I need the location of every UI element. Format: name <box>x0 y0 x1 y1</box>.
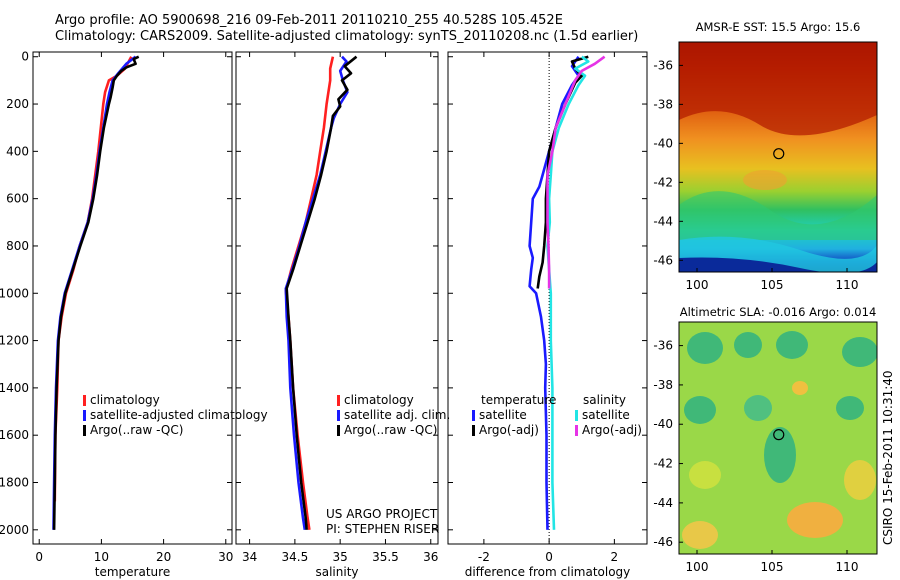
legend-heading-temperature: temperature <box>481 393 556 407</box>
y-tick-label: 800 <box>6 239 29 253</box>
y-tick-label: -40 <box>653 417 673 431</box>
plot-frame <box>235 51 439 545</box>
legend-entry: Argo(..raw -QC) <box>344 423 437 437</box>
plot-frame <box>447 51 648 545</box>
header-line-2: Climatology: CARS2009. Satellite-adjuste… <box>55 29 639 44</box>
y-tick-label: -42 <box>653 457 673 471</box>
y-tick-label: 600 <box>6 192 29 206</box>
sla-map-image <box>679 322 877 554</box>
credit-label: CSIRO 15-Feb-2011 10:31:40 <box>881 370 895 545</box>
x-axis-label: difference from climatology <box>465 565 631 579</box>
legend-entry-swatch <box>83 395 86 406</box>
y-tick-label: 1800 <box>0 476 29 490</box>
legend-entry: climatology <box>344 393 414 407</box>
x-tick-label: 36 <box>423 550 438 564</box>
x-tick-label: 110 <box>836 278 859 292</box>
y-tick-label: -38 <box>653 97 673 111</box>
y-tick-label: -38 <box>653 378 673 392</box>
y-tick-label: -40 <box>653 136 673 150</box>
y-tick-label: 2000 <box>0 523 29 537</box>
pi-annotation: PI: STEPHEN RISER <box>326 522 439 536</box>
y-tick-label: 1400 <box>0 381 29 395</box>
legend-entry: satellite adj. clim. <box>344 408 450 422</box>
y-tick-label: -44 <box>653 214 673 228</box>
y-tick-label: -46 <box>653 253 673 267</box>
x-tick-label: 0 <box>545 550 553 564</box>
series-line-temperature-argo-adj- <box>536 55 589 289</box>
y-tick-label: -42 <box>653 175 673 189</box>
x-tick-label: 10 <box>94 550 109 564</box>
x-tick-label: 105 <box>761 560 784 574</box>
legend-entry: Argo(-adj) <box>582 423 642 437</box>
legend-entry: satellite-adjusted climatology <box>90 408 268 422</box>
x-tick-label: 110 <box>836 560 859 574</box>
plot-frame <box>32 51 233 545</box>
x-tick-label: 100 <box>686 560 709 574</box>
series-line-argo-raw-qc- <box>52 55 140 530</box>
x-tick-label: 100 <box>686 278 709 292</box>
x-tick-label: 35.5 <box>372 550 399 564</box>
x-tick-label: 30 <box>218 550 233 564</box>
x-tick-label: 20 <box>156 550 171 564</box>
map-title: Altimetric SLA: -0.016 Argo: 0.014 <box>680 305 877 319</box>
y-tick-label: -36 <box>653 58 673 72</box>
legend-entry: satellite <box>582 408 630 422</box>
y-tick-label: -36 <box>653 339 673 353</box>
legend-entry-swatch <box>472 410 475 421</box>
series-line-temperature-satellite <box>528 55 580 530</box>
project-annotation: US ARGO PROJECT <box>326 507 438 521</box>
legend-entry-swatch <box>337 425 340 436</box>
y-tick-label: 0 <box>21 50 29 64</box>
x-tick-label: 35 <box>333 550 348 564</box>
legend-entry-swatch <box>472 425 475 436</box>
legend-entry: climatology <box>90 393 160 407</box>
series-line-argo-raw-qc- <box>285 55 358 530</box>
y-tick-label: 400 <box>6 144 29 158</box>
legend-entry-swatch <box>575 425 578 436</box>
legend-entry-swatch <box>337 395 340 406</box>
series-line-salinity-satellite <box>546 55 590 530</box>
header-line-1: Argo profile: AO 5900698_216 09-Feb-2011… <box>55 13 563 28</box>
x-axis-label: temperature <box>95 565 170 579</box>
sst-map-image <box>679 42 877 272</box>
legend-heading-salinity: salinity <box>583 393 626 407</box>
x-tick-label: 34.5 <box>282 550 309 564</box>
argo-location-marker <box>773 429 785 441</box>
series-line-climatology <box>284 56 335 530</box>
x-tick-label: 34 <box>242 550 257 564</box>
legend-entry-swatch <box>83 410 86 421</box>
map-frame <box>678 41 878 273</box>
legend-entry-swatch <box>575 410 578 421</box>
x-tick-label: 0 <box>35 550 43 564</box>
legend-entry: Argo(-adj) <box>479 423 539 437</box>
map-title: AMSR-E SST: 15.5 Argo: 15.6 <box>696 20 861 34</box>
legend-entry: Argo(..raw -QC) <box>90 423 183 437</box>
x-tick-label: -2 <box>478 550 490 564</box>
map-frame <box>678 321 878 555</box>
y-tick-label: 1200 <box>0 334 29 348</box>
legend-entry: satellite <box>479 408 527 422</box>
series-line-satellite <box>284 55 349 530</box>
x-tick-label: 105 <box>761 278 784 292</box>
x-axis-label: salinity <box>315 565 358 579</box>
y-tick-label: -46 <box>653 535 673 549</box>
y-tick-label: 1600 <box>0 428 29 442</box>
series-line-salinity-argo-adj- <box>546 55 606 289</box>
legend-entry-swatch <box>337 410 340 421</box>
y-tick-label: 1000 <box>0 286 29 300</box>
argo-location-marker <box>773 148 785 160</box>
y-tick-label: 200 <box>6 97 29 111</box>
x-tick-label: 2 <box>611 550 619 564</box>
y-tick-label: -44 <box>653 496 673 510</box>
legend-entry-swatch <box>83 425 86 436</box>
